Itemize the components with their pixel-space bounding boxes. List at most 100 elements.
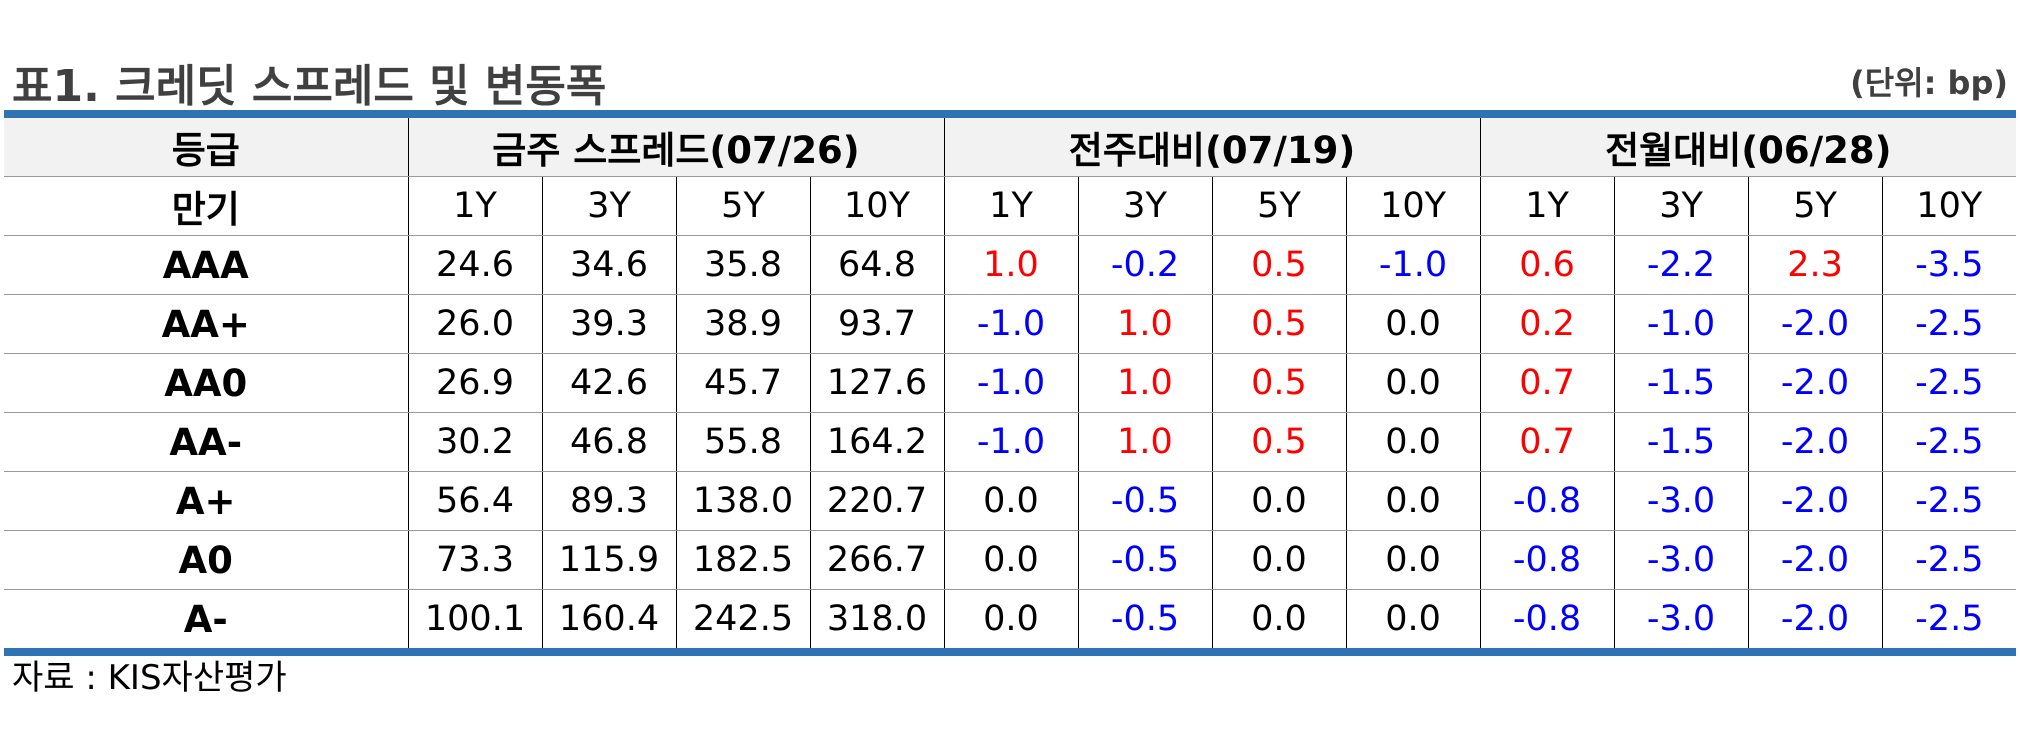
tenor-header: 5Y — [1747, 176, 1883, 236]
value-cell: 0.5 — [1211, 294, 1347, 354]
value-cell: -2.2 — [1613, 235, 1749, 295]
grade-header: 등급 — [4, 113, 409, 177]
value-cell: 318.0 — [809, 589, 945, 653]
value-cell: 26.9 — [407, 353, 543, 413]
value-cell: 182.5 — [675, 530, 811, 590]
value-cell: 55.8 — [675, 412, 811, 472]
value-cell: -3.0 — [1613, 530, 1749, 590]
value-cell: 24.6 — [407, 235, 543, 295]
value-cell: -3.0 — [1613, 471, 1749, 531]
value-cell: 0.0 — [943, 530, 1079, 590]
value-cell: 160.4 — [541, 589, 677, 653]
grade-cell: A+ — [4, 471, 409, 531]
tenor-header: 1Y — [943, 176, 1079, 236]
value-cell: 42.6 — [541, 353, 677, 413]
value-cell: 266.7 — [809, 530, 945, 590]
group-header-row: 등급 금주 스프레드(07/26) 전주대비(07/19) 전월대비(06/28… — [4, 113, 2017, 177]
value-cell: 0.0 — [1345, 412, 1481, 472]
value-cell: 0.0 — [1211, 530, 1347, 590]
value-cell: -1.0 — [943, 412, 1079, 472]
value-cell: -2.5 — [1881, 589, 2017, 653]
value-cell: -0.8 — [1479, 530, 1615, 590]
table-row: A- 100.1 160.4 242.5 318.0 0.0 -0.5 0.0 0.0 -0.8-… — [4, 589, 2017, 653]
value-cell: 0.0 — [1345, 589, 1481, 653]
value-cell: 93.7 — [809, 294, 945, 354]
value-cell: -1.0 — [1613, 294, 1749, 354]
tenor-header: 10Y — [809, 176, 945, 236]
value-cell: 0.7 — [1479, 412, 1615, 472]
value-cell: -1.0 — [943, 294, 1079, 354]
credit-spread-table: 등급 금주 스프레드(07/26) 전주대비(07/19) 전월대비(06/28… — [4, 110, 2017, 656]
value-cell: -1.5 — [1613, 353, 1749, 413]
value-cell: 73.3 — [407, 530, 543, 590]
value-cell: 1.0 — [1077, 353, 1213, 413]
value-cell: 56.4 — [407, 471, 543, 531]
value-cell: 0.6 — [1479, 235, 1615, 295]
tenor-header: 1Y — [407, 176, 543, 236]
table-row: AA- 30.2 46.8 55.8 164.2 -1.0 1.0 0.5 0.0 0.7 -1.5… — [4, 412, 2017, 472]
grade-cell: AAA — [4, 235, 409, 295]
value-cell: -2.5 — [1881, 353, 2017, 413]
value-cell: -1.0 — [943, 353, 1079, 413]
group-header-vs-last-month: 전월대비(06/28) — [1479, 113, 2017, 177]
value-cell: -1.0 — [1345, 235, 1481, 295]
value-cell: 45.7 — [675, 353, 811, 413]
value-cell: 0.2 — [1479, 294, 1615, 354]
value-cell: 0.5 — [1211, 412, 1347, 472]
table-row: AAA 24.6 34.6 35.8 64.8 1.0 -0.2 0.5 -1.0 0.6 -2.2… — [4, 235, 2017, 295]
value-cell: -2.0 — [1747, 589, 1883, 653]
group-header-vs-last-week: 전주대비(07/19) — [943, 113, 1481, 177]
value-cell: -2.0 — [1747, 353, 1883, 413]
value-cell: 0.5 — [1211, 353, 1347, 413]
value-cell: -1.5 — [1613, 412, 1749, 472]
value-cell: 0.0 — [1211, 589, 1347, 653]
value-cell: -0.5 — [1077, 530, 1213, 590]
value-cell: 1.0 — [1077, 294, 1213, 354]
value-cell: 30.2 — [407, 412, 543, 472]
maturity-header: 만기 — [4, 176, 409, 236]
value-cell: 0.0 — [943, 471, 1079, 531]
value-cell: -3.0 — [1613, 589, 1749, 653]
value-cell: 34.6 — [541, 235, 677, 295]
value-cell: 220.7 — [809, 471, 945, 531]
value-cell: 100.1 — [407, 589, 543, 653]
value-cell: -2.5 — [1881, 471, 2017, 531]
group-header-this-week: 금주 스프레드(07/26) — [407, 113, 945, 177]
value-cell: 115.9 — [541, 530, 677, 590]
table-row: AA0 26.9 42.6 45.7 127.6 -1.0 1.0 0.5 0.0 0.7 -1.5… — [4, 353, 2017, 413]
value-cell: 1.0 — [1077, 412, 1213, 472]
grade-cell: AA- — [4, 412, 409, 472]
value-cell: 0.0 — [1211, 471, 1347, 531]
tenor-header: 3Y — [1077, 176, 1213, 236]
value-cell: -3.5 — [1881, 235, 2017, 295]
value-cell: 35.8 — [675, 235, 811, 295]
table-row: A+ 56.4 89.3 138.0 220.7 0.0 -0.5 0.0 0.0 -0.8 -3.… — [4, 471, 2017, 531]
tenor-header-row: 만기 1Y 3Y 5Y 10Y 1Y 3Y 5Y 10Y 1Y 3Y 5Y 10… — [4, 176, 2017, 236]
value-cell: 0.0 — [943, 589, 1079, 653]
value-cell: 64.8 — [809, 235, 945, 295]
value-cell: -0.2 — [1077, 235, 1213, 295]
value-cell: 164.2 — [809, 412, 945, 472]
tenor-header: 3Y — [541, 176, 677, 236]
value-cell: -2.0 — [1747, 294, 1883, 354]
value-cell: -0.8 — [1479, 471, 1615, 531]
value-cell: 242.5 — [675, 589, 811, 653]
value-cell: 46.8 — [541, 412, 677, 472]
value-cell: 0.0 — [1345, 530, 1481, 590]
grade-cell: A- — [4, 589, 409, 653]
value-cell: -2.0 — [1747, 530, 1883, 590]
tenor-header: 5Y — [1211, 176, 1347, 236]
value-cell: 89.3 — [541, 471, 677, 531]
grade-cell: AA+ — [4, 294, 409, 354]
value-cell: -2.5 — [1881, 530, 2017, 590]
table-row: A0 73.3 115.9 182.5 266.7 0.0 -0.5 0.0 0.0 -0.8 -3… — [4, 530, 2017, 590]
value-cell: -2.0 — [1747, 471, 1883, 531]
source-note: 자료 : KIS자산평가 — [12, 658, 287, 698]
value-cell: 0.0 — [1345, 471, 1481, 531]
value-cell: -0.5 — [1077, 471, 1213, 531]
value-cell: -2.5 — [1881, 412, 2017, 472]
tenor-header: 1Y — [1479, 176, 1615, 236]
table-title: 표1. 크레딧 스프레드 및 변동폭 — [12, 61, 607, 112]
value-cell: 2.3 — [1747, 235, 1883, 295]
value-cell: -2.5 — [1881, 294, 2017, 354]
